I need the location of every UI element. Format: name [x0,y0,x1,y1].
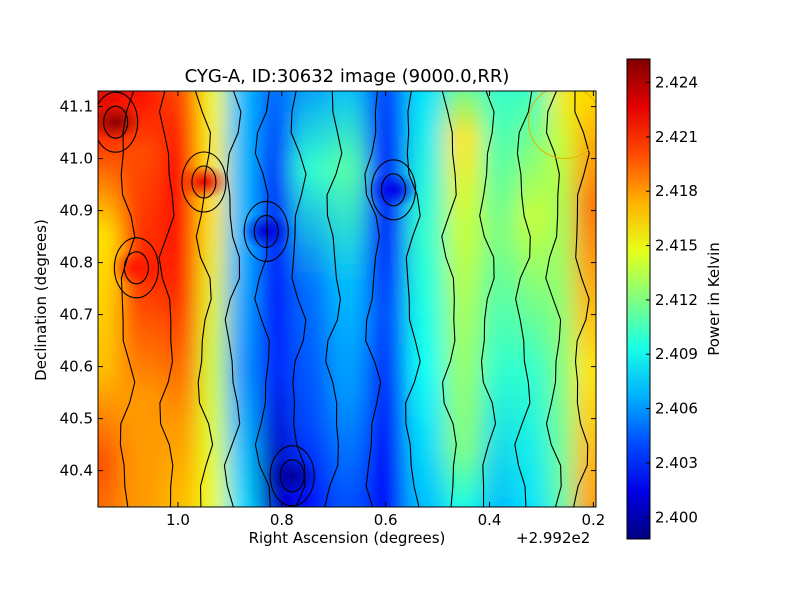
contour-ring [191,165,217,199]
contour-ring [279,459,305,493]
heatmap-extremum [266,457,319,494]
y-tick-label: 40.5 [60,410,93,428]
contour-line [364,91,382,507]
contour-line [119,91,136,507]
colorbar-label: Power in Kelvin [705,242,723,356]
x-axis-label: Right Ascension (degrees) [248,529,446,547]
chart-title: CYG-A, ID:30632 image (9000.0,RR) [184,66,510,87]
plot-area: 1.0 0.8 0.6 0.4 0.2 40.4 40.5 40.6 40.7 40.8 40.9 4… [60,90,605,529]
contour-ring [103,105,129,139]
heatmap-extremum [110,249,163,286]
contour-line [545,91,562,507]
y-tick-label: 40.6 [60,358,93,376]
contour-ring [253,214,279,248]
x-axis-offset-label: +2.992e2 [516,529,591,547]
contour-line [324,91,343,507]
colorbar-tick-label: 2.403 [655,454,698,472]
y-tick-label: 41.1 [60,98,93,116]
contour-line [573,91,590,507]
y-tick-label: 41.0 [60,150,93,168]
contour-lines [98,91,590,507]
heatmap-extremum [98,104,142,141]
colorbar: 2.400 2.403 2.406 2.409 2.412 2.415 2.418 2.421… [626,58,698,540]
contour-line [441,91,457,507]
plot-frame [97,90,597,508]
colorbar-tick-label: 2.421 [655,128,698,146]
contour-ring [181,151,227,213]
x-tick-label: 1.0 [166,511,190,529]
contour-ring [370,159,417,221]
colorbar-tick-label: 2.424 [655,74,698,92]
colorbar-tick-label: 2.409 [655,345,698,363]
colorbar-tick-label: 2.415 [655,237,698,255]
colorbar-tick-label: 2.400 [655,508,698,526]
colorbar-tick-label: 2.406 [655,400,698,418]
heatmap-extremum [240,213,293,250]
y-tick-label: 40.9 [60,202,93,220]
contour-line [223,91,242,507]
contour-ring [98,91,139,153]
x-tick-label: 0.4 [478,511,502,529]
contour-ring [269,445,315,507]
contour-ring [123,251,149,285]
contour-line [194,91,214,507]
x-tick-label: 0.6 [374,511,398,529]
y-tick-label: 40.7 [60,306,93,324]
contour-ring [243,200,289,262]
contour-ring [380,173,407,207]
heatmap-extremum [177,164,230,200]
contour-line [405,91,421,507]
contour-line [479,91,497,507]
y-tick-label: 40.4 [60,462,93,480]
colorbar-tick-label: 2.418 [655,182,698,200]
heatmap-content [98,91,596,507]
y-tick-label: 40.8 [60,254,93,272]
colorbar-tick-label: 2.412 [655,291,698,309]
contour-line [254,91,271,507]
y-axis-label: Declination (degrees) [32,219,50,381]
contour-line [158,91,175,507]
colorbar-gradient [626,58,651,540]
contour-ring [113,237,159,299]
contour-line [514,91,533,507]
x-tick-label: 0.2 [581,511,605,529]
heatmap-column [574,91,596,507]
contour-line [290,91,307,507]
heatmap-extremum [367,171,420,208]
x-tick-label: 0.8 [270,511,294,529]
beam-circle-marker [528,91,596,160]
